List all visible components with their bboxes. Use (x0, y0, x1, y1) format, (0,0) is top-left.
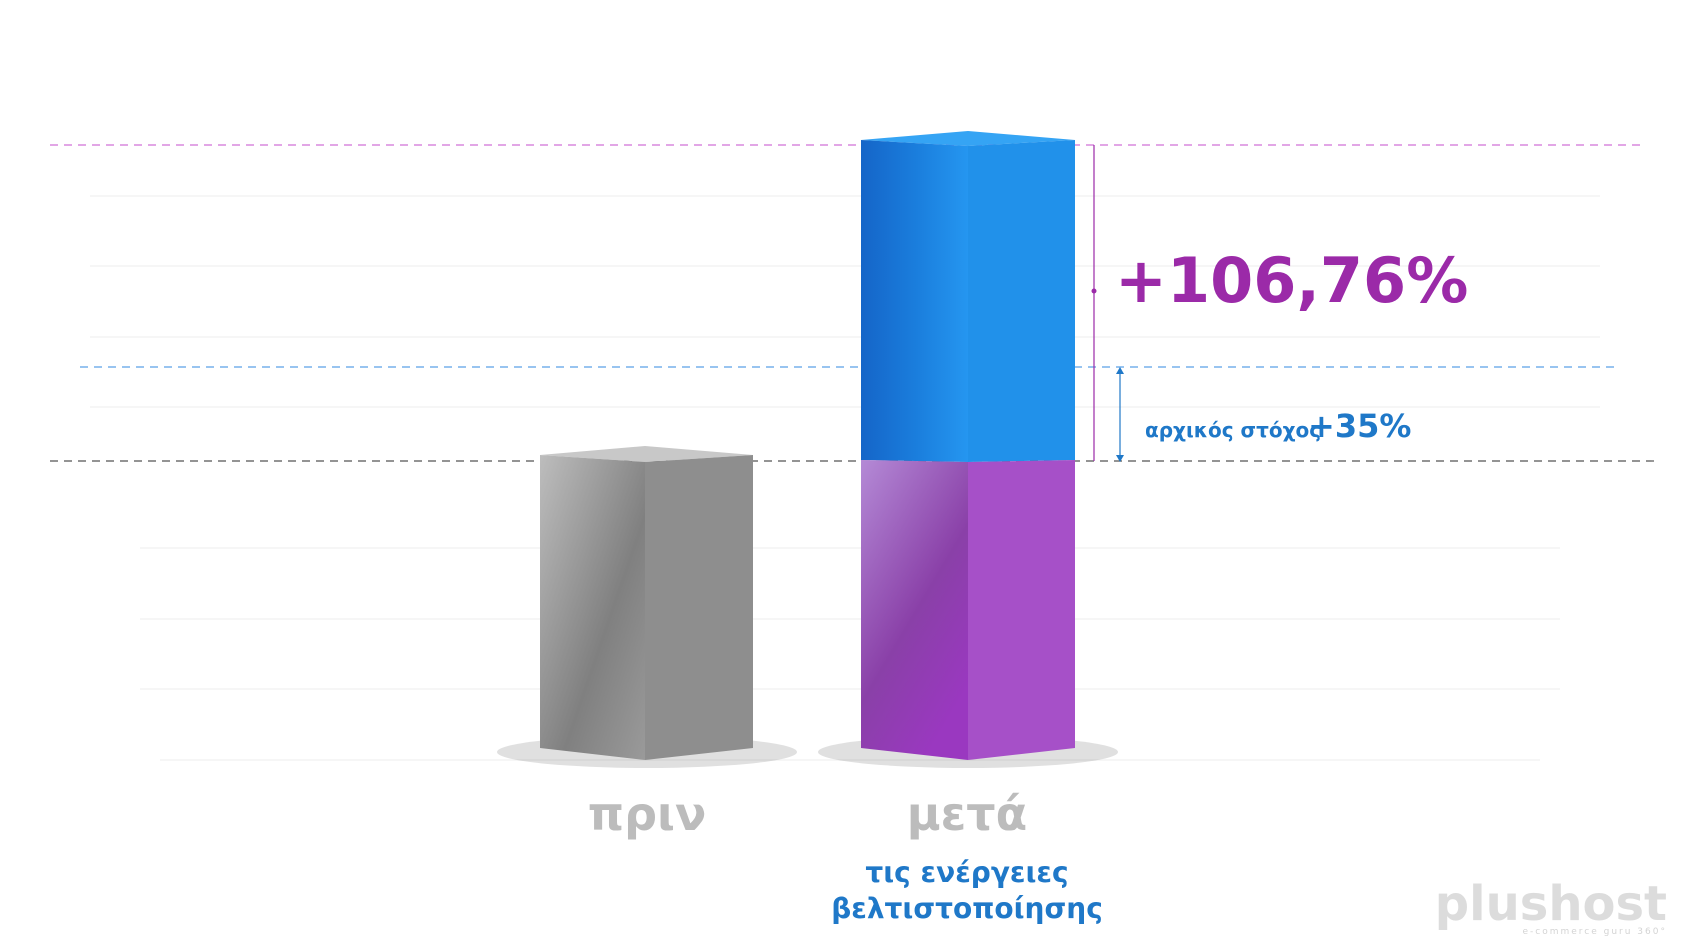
target-value: +35% (1308, 407, 1411, 445)
annotation-markers (1091, 145, 1124, 462)
bar-before (497, 446, 797, 768)
grid (90, 195, 1600, 761)
logo-name: plushost (1435, 876, 1667, 932)
increase-label: +106,76% (1115, 244, 1468, 317)
caption-line: τις ενέργειες (865, 856, 1068, 889)
category-label: μετά (907, 787, 1027, 841)
category-label: πριν (588, 787, 707, 841)
logo-tagline: e-commerce guru 360° (1522, 927, 1667, 937)
target-label: αρχικός στόχος (1145, 418, 1321, 442)
bar-after (818, 131, 1118, 768)
reference-lines (50, 144, 1660, 462)
caption-line: βελτιστοποίησης (831, 892, 1103, 925)
